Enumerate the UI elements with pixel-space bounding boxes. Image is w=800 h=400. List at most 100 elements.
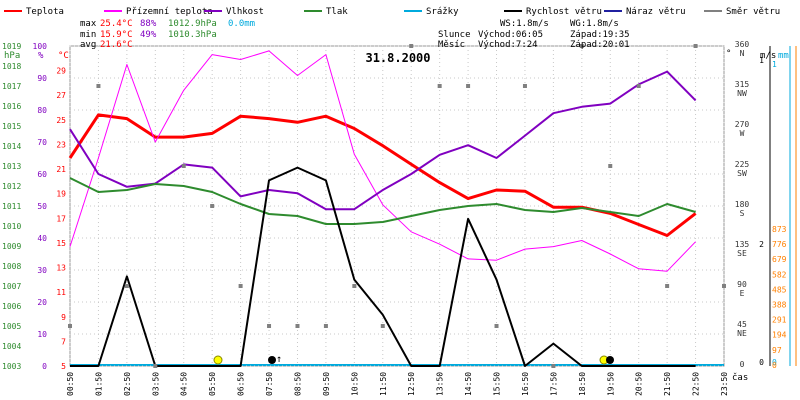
x-tick-label: 06:50 bbox=[237, 372, 246, 396]
wind-direction-point bbox=[608, 164, 613, 168]
info-sun-rise: Východ:06:05 bbox=[478, 30, 543, 40]
direction-tick-label: 225 bbox=[735, 160, 750, 169]
wind-direction-point bbox=[238, 284, 243, 288]
celsius-tick-label: 9 bbox=[61, 313, 66, 322]
stat-max-temp: 25.4°C bbox=[100, 19, 133, 29]
x-tick-label: 01:50 bbox=[94, 372, 103, 396]
direction-tick-label: 270 bbox=[735, 120, 750, 129]
axis-title-celsius: °C bbox=[58, 51, 69, 61]
info-ws: WS:1.8m/s bbox=[500, 19, 549, 29]
direction-tick-label: 315 bbox=[735, 80, 750, 89]
direction-name-label: S bbox=[740, 209, 745, 218]
sun-rise-marker bbox=[213, 355, 223, 365]
percent-tick-label: 0 bbox=[42, 362, 47, 371]
percent-tick-label: 70 bbox=[37, 138, 47, 147]
rain-tick-label: 1 bbox=[772, 60, 777, 69]
wind-direction-point bbox=[153, 364, 158, 368]
x-tick-label: 10:50 bbox=[350, 372, 359, 396]
legend-label: Rychlost větru bbox=[526, 7, 602, 17]
wind-direction-point bbox=[267, 324, 272, 328]
solar-tick-label: 0 bbox=[772, 361, 777, 370]
solar-tick-label: 776 bbox=[772, 240, 787, 249]
axis-title-percent: % bbox=[38, 51, 44, 61]
hpa-tick-label: 1007 bbox=[2, 282, 21, 291]
stat-min-pressure: 1010.3hPa bbox=[168, 30, 217, 40]
legend-label: Směr větru bbox=[726, 7, 780, 17]
legend-item-prizemni-teplota: Přízemní teplota bbox=[104, 7, 213, 17]
info-block: WS:1.8m/s WG:1.8m/s Slunce Východ:06:05 … bbox=[438, 19, 630, 50]
hpa-tick-label: 1009 bbox=[2, 242, 21, 251]
solar-tick-label: 97 bbox=[772, 346, 782, 355]
direction-tick-label: 180 bbox=[735, 200, 750, 209]
hpa-tick-label: 1018 bbox=[2, 62, 21, 71]
stat-max-label: max bbox=[80, 19, 97, 29]
hpa-tick-label: 1017 bbox=[2, 82, 21, 91]
hpa-tick-label: 1016 bbox=[2, 102, 21, 111]
legend-item-tlak: Tlak bbox=[304, 7, 348, 17]
wind-direction-point bbox=[494, 324, 499, 328]
x-tick-label: 02:50 bbox=[123, 372, 132, 396]
legend-label: Teplota bbox=[26, 7, 64, 17]
series-line bbox=[70, 166, 696, 367]
solar-tick-label: 582 bbox=[772, 270, 787, 279]
x-tick-label: 07:50 bbox=[265, 372, 274, 396]
stat-min-temp: 15.9°C bbox=[100, 30, 133, 40]
legend: Teplota Přízemní teplota Vlhkost Tlak Sr… bbox=[4, 7, 780, 17]
hpa-tick-label: 1004 bbox=[2, 342, 21, 351]
celsius-tick-label: 13 bbox=[56, 264, 66, 273]
x-tick-label: 17:50 bbox=[549, 372, 558, 396]
wind-direction-point bbox=[124, 284, 129, 288]
stats-block: max 25.4°C 88% 1012.9hPa 0.0mm min 15.9°… bbox=[80, 19, 255, 50]
stat-min-label: min bbox=[80, 30, 96, 40]
info-moon-rise: Východ:7:24 bbox=[478, 40, 538, 50]
x-tick-label: 08:50 bbox=[293, 372, 302, 396]
celsius-tick-label: 11 bbox=[56, 288, 66, 297]
legend-label: Přízemní teplota bbox=[126, 7, 213, 17]
direction-name-label: W bbox=[740, 129, 745, 138]
direction-name-label: NW bbox=[737, 89, 747, 98]
axis-title-wind: m/s bbox=[760, 51, 776, 61]
wind-direction-point bbox=[210, 204, 215, 208]
direction-tick-label: 135 bbox=[735, 240, 750, 249]
hpa-tick-label: 1015 bbox=[2, 122, 21, 131]
wind-tick-label: 1 bbox=[759, 56, 764, 65]
percent-tick-label: 90 bbox=[37, 74, 47, 83]
direction-tick-label: 0 bbox=[740, 360, 745, 369]
series-line bbox=[69, 70, 697, 211]
wind-direction-point bbox=[551, 364, 556, 368]
x-tick-label: 00:50 bbox=[66, 372, 75, 396]
wind-direction-point bbox=[323, 324, 328, 328]
series-layer bbox=[68, 44, 726, 368]
percent-tick-label: 30 bbox=[37, 266, 47, 275]
wind-direction-point bbox=[295, 324, 300, 328]
hpa-tick-label: 1010 bbox=[2, 222, 21, 231]
legend-label: Vlhkost bbox=[226, 7, 264, 17]
solar-tick-label: 388 bbox=[772, 301, 787, 310]
direction-name-label: SW bbox=[737, 169, 747, 178]
axis-title-time: čas bbox=[732, 372, 748, 383]
celsius-tick-label: 19 bbox=[56, 190, 66, 199]
x-tick-label: 05:50 bbox=[208, 372, 217, 396]
x-tick-label: 12:50 bbox=[407, 372, 416, 396]
celsius-tick-label: 17 bbox=[56, 214, 66, 223]
wind-direction-point bbox=[466, 84, 471, 88]
direction-tick-label: 360 bbox=[735, 40, 750, 49]
direction-name-label: N bbox=[740, 49, 745, 58]
x-tick-label: 21:50 bbox=[663, 372, 672, 396]
x-tick-label: 22:50 bbox=[692, 372, 701, 396]
direction-name-label: SE bbox=[737, 249, 747, 258]
wind-direction-point bbox=[693, 44, 698, 48]
moon-rise-marker bbox=[268, 356, 276, 364]
celsius-tick-label: 27 bbox=[56, 91, 66, 100]
celsius-tick-label: 15 bbox=[56, 239, 66, 248]
legend-label: Srážky bbox=[426, 7, 459, 17]
wind-direction-point bbox=[437, 84, 442, 88]
legend-item-srazky: Srážky bbox=[404, 7, 459, 17]
x-tick-label: 16:50 bbox=[521, 372, 530, 396]
stat-avg-label: avg bbox=[80, 40, 96, 50]
hpa-tick-label: 1008 bbox=[2, 262, 21, 271]
x-tick-label: 13:50 bbox=[436, 372, 445, 396]
celsius-tick-label: 21 bbox=[56, 165, 66, 174]
rain-tick-label: 0 bbox=[772, 358, 777, 367]
wind-tick-label: 2 bbox=[759, 240, 764, 249]
